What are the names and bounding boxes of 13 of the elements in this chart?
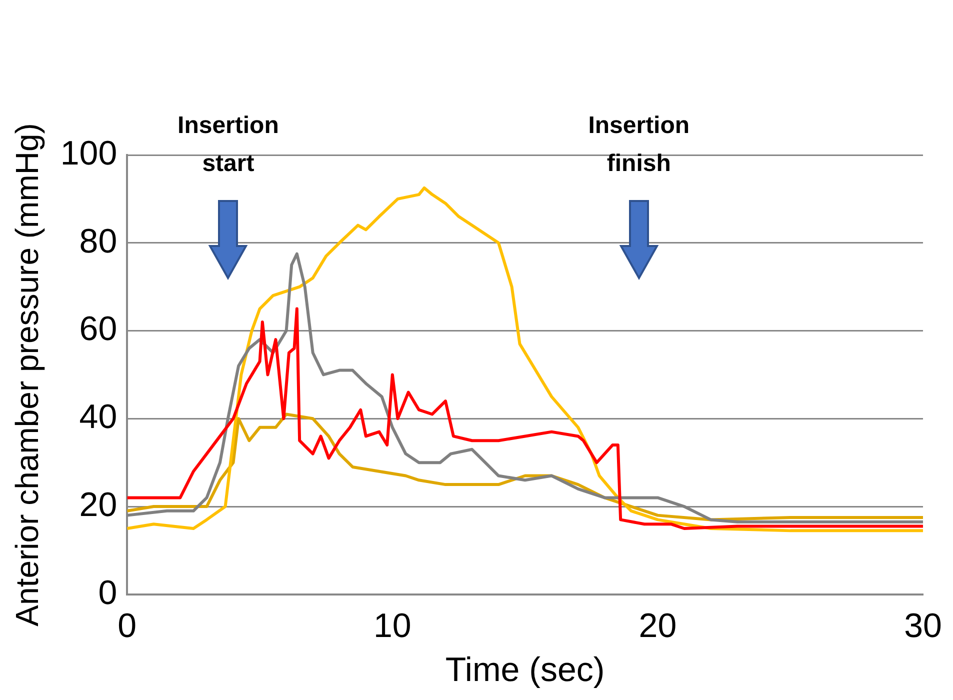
- y-tick-label: 0: [98, 574, 118, 612]
- x-tick-label: 20: [638, 607, 677, 646]
- y-tick-label: 40: [79, 398, 118, 436]
- y-tick-label: 60: [79, 310, 118, 348]
- y-tick-label: 20: [79, 486, 118, 524]
- x-tick-label: 30: [904, 607, 942, 646]
- x-axis-title: Time (sec): [445, 650, 605, 689]
- annotation: Insertion start: [178, 112, 279, 177]
- x-tick-label: 10: [374, 607, 412, 646]
- annotation: Insertion finish: [588, 112, 690, 177]
- y-tick-label: 100: [60, 134, 118, 172]
- y-axis-title: Anterior chamber pressure (mmHg): [9, 123, 46, 626]
- y-tick-label: 80: [79, 222, 118, 260]
